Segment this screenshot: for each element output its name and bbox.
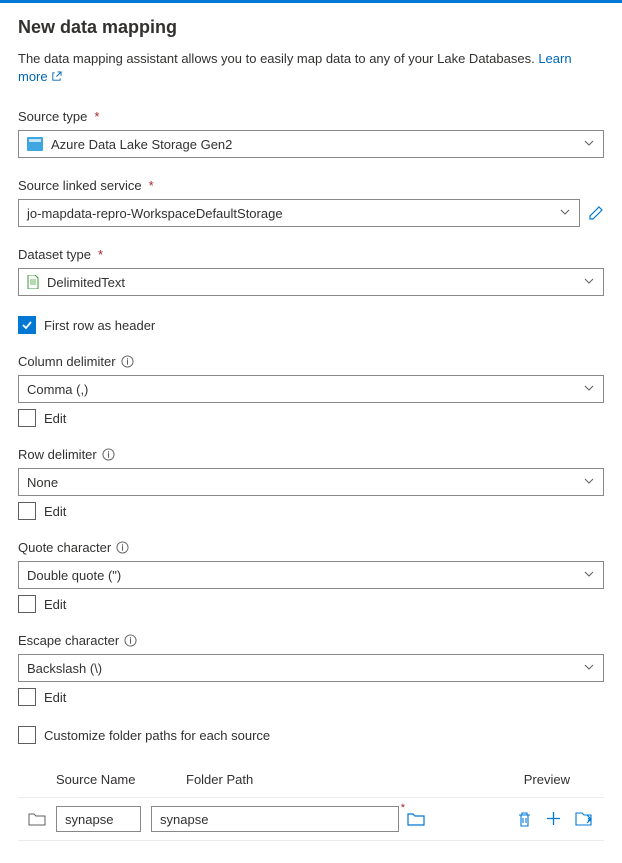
browse-folder-button[interactable] [407, 812, 425, 826]
storage-icon [27, 137, 43, 151]
add-row-button[interactable] [546, 811, 561, 827]
select-column-delimiter-value: Comma (,) [27, 382, 583, 397]
info-icon[interactable] [124, 634, 137, 647]
field-column-delimiter: Column delimiter Comma (,) Edit [18, 354, 604, 427]
th-preview: Preview [524, 772, 570, 787]
edit-row-delimiter[interactable]: Edit [18, 502, 604, 520]
input-folder-path[interactable] [151, 806, 399, 832]
edit-escape-character[interactable]: Edit [18, 688, 604, 706]
select-source-type-value: Azure Data Lake Storage Gen2 [51, 137, 583, 152]
select-dataset-type[interactable]: DelimitedText [18, 268, 604, 296]
checkbox-first-row-header[interactable]: First row as header [18, 316, 604, 334]
field-dataset-type: Dataset type* DelimitedText [18, 247, 604, 296]
edit-label: Edit [44, 597, 66, 612]
label-source-type: Source type* [18, 109, 604, 124]
chevron-down-icon [583, 475, 595, 490]
edit-linked-service-button[interactable] [588, 205, 604, 221]
edit-label: Edit [44, 411, 66, 426]
select-quote-character-value: Double quote (") [27, 568, 583, 583]
th-source-name: Source Name [56, 772, 186, 787]
delete-row-button[interactable] [517, 811, 532, 827]
info-icon[interactable] [121, 355, 134, 368]
label-row-delimiter: Row delimiter [18, 447, 604, 462]
checkbox-first-row-label: First row as header [44, 318, 155, 333]
edit-quote-character[interactable]: Edit [18, 595, 604, 613]
select-escape-character[interactable]: Backslash (\) [18, 654, 604, 682]
table-row: * [18, 797, 604, 841]
chevron-down-icon [559, 206, 571, 221]
checkbox-customize-paths[interactable]: Customize folder paths for each source [18, 726, 604, 744]
checkbox-customize-label: Customize folder paths for each source [44, 728, 270, 743]
preview-button[interactable] [575, 811, 592, 827]
field-escape-character: Escape character Backslash (\) Edit [18, 633, 604, 706]
checkbox-icon [18, 688, 36, 706]
table-header: Source Name Folder Path Preview [18, 772, 604, 797]
form-container: New data mapping The data mapping assist… [0, 3, 622, 851]
label-column-delimiter: Column delimiter [18, 354, 604, 369]
select-linked-service-value: jo-mapdata-repro-WorkspaceDefaultStorage [27, 206, 559, 221]
select-row-delimiter[interactable]: None [18, 468, 604, 496]
select-column-delimiter[interactable]: Comma (,) [18, 375, 604, 403]
select-quote-character[interactable]: Double quote (") [18, 561, 604, 589]
select-linked-service[interactable]: jo-mapdata-repro-WorkspaceDefaultStorage [18, 199, 580, 227]
checkbox-icon [18, 595, 36, 613]
chevron-down-icon [583, 275, 595, 290]
field-linked-service: Source linked service* jo-mapdata-repro-… [18, 178, 604, 227]
checkbox-icon [18, 316, 36, 334]
edit-column-delimiter[interactable]: Edit [18, 409, 604, 427]
file-icon [27, 275, 39, 289]
intro-text: The data mapping assistant allows you to… [18, 50, 604, 87]
folder-icon [18, 812, 56, 826]
checkbox-icon [18, 726, 36, 744]
required-mark: * [94, 109, 99, 124]
checkbox-icon [18, 409, 36, 427]
row-actions [517, 811, 604, 827]
chevron-down-icon [583, 568, 595, 583]
label-linked-service: Source linked service* [18, 178, 604, 193]
page-title: New data mapping [18, 17, 604, 38]
input-source-name[interactable] [56, 806, 141, 832]
info-icon[interactable] [102, 448, 115, 461]
chevron-down-icon [583, 382, 595, 397]
intro-body: The data mapping assistant allows you to… [18, 51, 538, 66]
field-row-delimiter: Row delimiter None Edit [18, 447, 604, 520]
chevron-down-icon [583, 137, 595, 152]
chevron-down-icon [583, 661, 595, 676]
th-folder-path: Folder Path [186, 772, 446, 787]
select-dataset-type-value: DelimitedText [47, 275, 583, 290]
checkbox-icon [18, 502, 36, 520]
external-link-icon [51, 69, 62, 87]
edit-label: Edit [44, 504, 66, 519]
info-icon[interactable] [116, 541, 129, 554]
sources-table: Source Name Folder Path Preview * [18, 772, 604, 841]
required-mark: * [401, 802, 405, 814]
label-dataset-type: Dataset type* [18, 247, 604, 262]
required-mark: * [149, 178, 154, 193]
field-quote-character: Quote character Double quote (") Edit [18, 540, 604, 613]
edit-label: Edit [44, 690, 66, 705]
label-quote-character: Quote character [18, 540, 604, 555]
label-escape-character: Escape character [18, 633, 604, 648]
select-row-delimiter-value: None [27, 475, 583, 490]
select-escape-character-value: Backslash (\) [27, 661, 583, 676]
required-mark: * [98, 247, 103, 262]
select-source-type[interactable]: Azure Data Lake Storage Gen2 [18, 130, 604, 158]
field-source-type: Source type* Azure Data Lake Storage Gen… [18, 109, 604, 158]
